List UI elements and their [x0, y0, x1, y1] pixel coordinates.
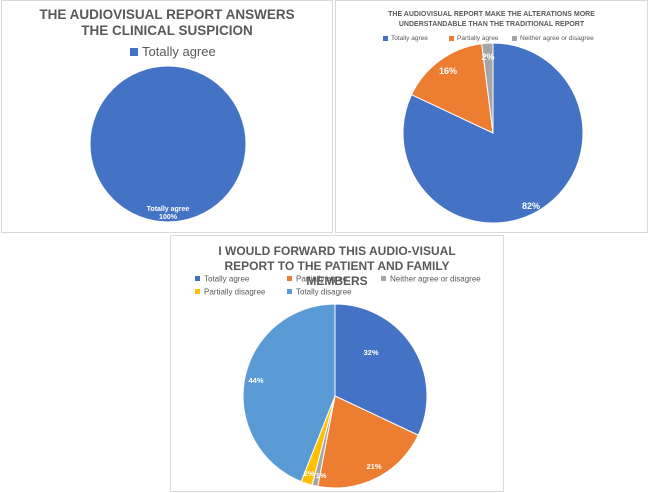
chart-legend: Totally agree: [2, 41, 332, 61]
legend-item-neither: Neither agree or disagree: [512, 35, 594, 42]
chart-title: THE AUDIOVISUAL REPORT ANSWERS THE CLINI…: [39, 7, 295, 38]
chart-title: I WOULD FORWARD THIS AUDIO-VISUAL REPORT…: [218, 244, 456, 288]
pie-chart: 82% 16% 2%: [402, 42, 584, 224]
legend-swatch: [383, 36, 388, 41]
data-label-totally-agree: 32%: [363, 348, 378, 357]
data-label-partially-agree: 21%: [366, 462, 381, 471]
legend-swatch: [195, 289, 200, 295]
chart-panel-alterations: THE AUDIOVISUAL REPORT MAKE THE ALTERATI…: [335, 0, 648, 233]
pie-slice-neither-agree-or-disagree: [481, 42, 494, 134]
legend-label: Totally agree: [391, 35, 428, 42]
data-label-totally-agree: Totally agree 100%: [147, 206, 190, 221]
data-label-partially-disagree: 2%: [304, 469, 315, 478]
legend-label: Partially agree: [296, 274, 348, 284]
legend-item-partially-agree: Partially agree: [287, 274, 347, 283]
pie-slice-totally-agree: [89, 65, 247, 223]
legend-label: Partially disagree: [204, 287, 266, 297]
data-label-partially-agree: 16%: [439, 66, 457, 76]
pie-slice-partially-agree: [410, 43, 494, 134]
legend-item-totally-agree: Totally agree: [195, 274, 249, 283]
legend-item-totally-agree: Totally agree: [383, 35, 428, 42]
legend-swatch: [130, 47, 138, 56]
pie-slice-totally-agree: [334, 303, 428, 436]
legend-item-partially-agree: Partially agree: [449, 35, 499, 42]
pie-slice-totally-disagree: [242, 303, 336, 483]
legend-item-totally-disagree: Totally disagree: [287, 287, 352, 296]
legend-label: Partially agree: [457, 35, 499, 42]
data-label-totally-agree: 82%: [522, 201, 540, 211]
legend-label: Totally agree: [204, 274, 250, 284]
chart-legend: Totally agree Partially agree Neither ag…: [171, 274, 503, 300]
legend-swatch: [287, 276, 292, 282]
legend-swatch: [287, 289, 292, 295]
data-label-totally-disagree: 44%: [248, 376, 263, 385]
data-label-neither-agree-or-disagree: 2%: [481, 52, 494, 62]
legend-label: Neither agree or disagree: [520, 35, 594, 42]
chart-legend: Totally agree Partially agree Neither ag…: [336, 35, 647, 47]
pie-chart: 32% 21% 1%2% 44%: [242, 303, 428, 489]
legend-item-partially-disagree: Partially disagree: [195, 287, 265, 296]
legend-swatch: [381, 276, 386, 282]
legend-label: Totally disagree: [296, 287, 352, 297]
legend-item-neither: Neither agree or disagree: [381, 274, 481, 283]
data-label-neither-agree-or-disagree: 1%: [316, 471, 327, 480]
pie-slice-partially-agree: [317, 395, 419, 489]
chart-panel-clinical-suspicion: THE AUDIOVISUAL REPORT ANSWERS THE CLINI…: [1, 0, 333, 233]
legend-swatch: [195, 276, 200, 282]
legend-label: Totally agree: [142, 44, 216, 60]
legend-label: Neither agree or disagree: [390, 274, 481, 284]
chart-title: THE AUDIOVISUAL REPORT MAKE THE ALTERATI…: [388, 11, 595, 28]
legend-item-totally-agree: Totally agree: [130, 43, 216, 59]
pie-chart: Totally agree 100%: [89, 65, 247, 223]
chart-panel-forward-report: I WOULD FORWARD THIS AUDIO-VISUAL REPORT…: [170, 235, 504, 492]
legend-swatch: [449, 36, 454, 41]
legend-swatch: [512, 36, 517, 41]
